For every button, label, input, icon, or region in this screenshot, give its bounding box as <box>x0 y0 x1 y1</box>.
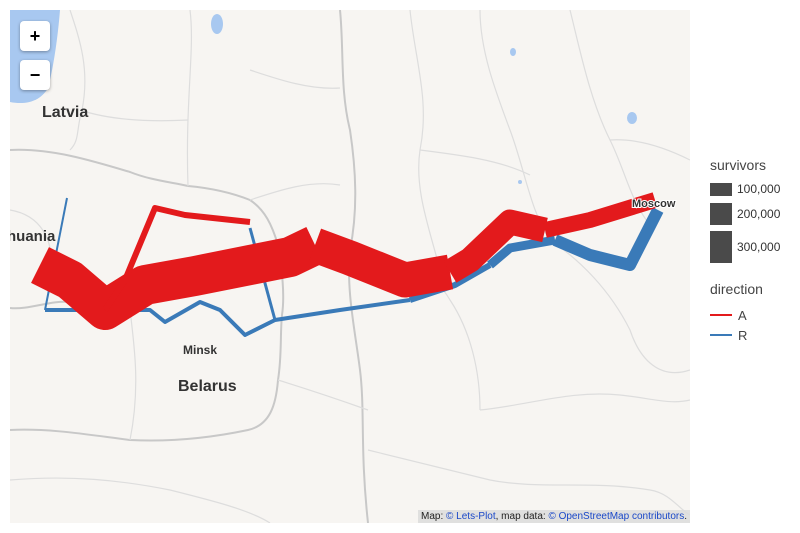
label-belarus: Belarus <box>178 378 237 395</box>
map-view[interactable]: Latvia thuania Minsk Belarus Moscow + − … <box>10 10 690 523</box>
legend-direction-a: A <box>710 305 798 325</box>
size-key <box>710 203 732 225</box>
legend-direction-r: R <box>710 325 798 345</box>
direction-a-label: A <box>738 307 747 323</box>
legend-size-row: 300,000 <box>710 231 798 263</box>
direction-a-swatch <box>710 314 732 316</box>
size-key <box>710 182 732 196</box>
lake <box>627 112 637 124</box>
size-label: 200,000 <box>737 207 781 221</box>
size-label: 100,000 <box>737 182 781 196</box>
label-lithuania: thuania <box>10 228 56 245</box>
attribution-prefix: Map: <box>421 511 447 522</box>
attribution-suffix: . <box>684 511 687 522</box>
zoom-in-button[interactable]: + <box>20 21 50 51</box>
advance-path <box>31 192 658 330</box>
label-latvia: Latvia <box>42 104 88 121</box>
map-attribution: Map: © Lets-Plot, map data: © OpenStreet… <box>418 510 690 523</box>
lake <box>211 14 223 34</box>
legend: survivors 100,000 200,000 300,000 direct… <box>710 157 798 345</box>
label-minsk: Minsk <box>183 343 217 357</box>
legend-size-row: 100,000 <box>710 181 798 197</box>
place-labels: Latvia thuania Minsk Belarus Moscow <box>10 104 677 395</box>
lake <box>510 48 516 56</box>
letsplot-link[interactable]: © Lets-Plot <box>446 511 496 522</box>
attribution-mid: , map data: <box>495 511 549 522</box>
label-moscow: Moscow <box>632 198 676 210</box>
size-label: 300,000 <box>737 240 781 254</box>
legend-survivors-title: survivors <box>710 157 767 173</box>
direction-r-label: R <box>738 327 748 343</box>
map-canvas: Latvia thuania Minsk Belarus Moscow <box>10 10 690 523</box>
direction-r-swatch <box>710 334 732 336</box>
legend-direction-title: direction <box>710 281 763 297</box>
osm-link[interactable]: © OpenStreetMap contributors <box>548 511 685 522</box>
zoom-out-button[interactable]: − <box>20 60 50 90</box>
lake <box>518 180 522 184</box>
size-key <box>710 231 732 263</box>
legend-size-row: 200,000 <box>710 203 798 225</box>
